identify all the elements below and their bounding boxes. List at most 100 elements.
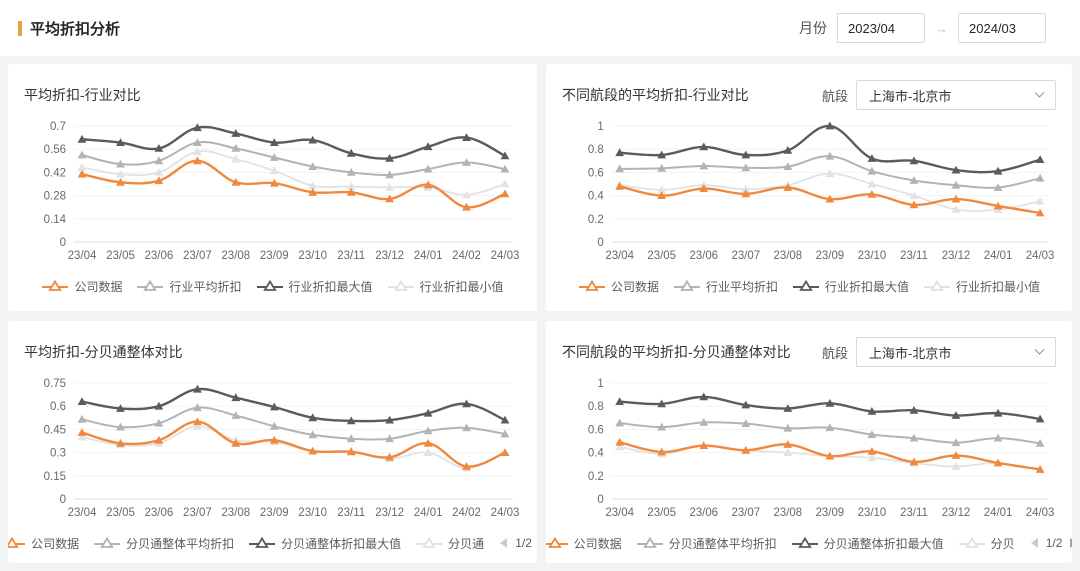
month-to-input[interactable] xyxy=(958,13,1046,43)
svg-text:23/09: 23/09 xyxy=(816,250,845,262)
svg-text:24/01: 24/01 xyxy=(414,250,443,262)
line-chart-segment-industry[interactable]: 0 0.2 0.4 0.6 0.8 1 23/04 23/05 23/06 23/07 23/08 2… xyxy=(562,118,1056,270)
legend-item[interactable]: 分贝通整体平均折扣 xyxy=(636,535,777,552)
legend-item-label: 公司数据 xyxy=(74,279,123,294)
svg-text:0.4: 0.4 xyxy=(588,448,605,460)
chart-legend: 公司数据 行业平均折扣 行业折扣最大值 行业折扣最小值 xyxy=(24,274,521,298)
legend-item-label: 公司数据 xyxy=(31,536,80,551)
svg-text:23/07: 23/07 xyxy=(183,250,212,262)
svg-text:23/09: 23/09 xyxy=(260,250,289,262)
svg-text:23/07: 23/07 xyxy=(731,250,760,262)
legend-item[interactable]: 分贝通整体折扣最大值 xyxy=(248,535,401,552)
svg-text:24/03: 24/03 xyxy=(1026,250,1055,262)
svg-text:23/06: 23/06 xyxy=(145,507,174,519)
svg-text:23/05: 23/05 xyxy=(647,250,676,262)
segment-label: 航段 xyxy=(821,88,848,104)
legend-next-page-icon[interactable] xyxy=(1070,538,1072,548)
page-title: 平均折扣分析 xyxy=(18,18,120,39)
svg-text:0.15: 0.15 xyxy=(44,471,66,483)
month-filter-label: 月份 xyxy=(799,20,827,36)
legend-page-indicator: 1/2 xyxy=(1045,536,1063,550)
svg-text:0.14: 0.14 xyxy=(44,214,67,226)
legend-item[interactable]: 行业平均折扣 xyxy=(136,278,242,295)
legend-item-label: 分贝通整体折扣最大值 xyxy=(823,536,944,551)
legend-item[interactable]: 分贝 xyxy=(958,535,1015,552)
svg-text:23/04: 23/04 xyxy=(68,250,97,262)
legend-item-label: 行业折扣最小值 xyxy=(956,279,1041,294)
svg-text:0: 0 xyxy=(597,494,603,506)
legend-pager: 1/2 xyxy=(500,536,537,550)
svg-text:0: 0 xyxy=(60,494,66,506)
svg-text:0.42: 0.42 xyxy=(44,167,66,179)
svg-text:23/06: 23/06 xyxy=(689,507,718,519)
legend-triangle-icon xyxy=(42,279,69,291)
svg-text:0.7: 0.7 xyxy=(50,121,66,133)
svg-text:23/06: 23/06 xyxy=(689,250,718,262)
svg-text:23/07: 23/07 xyxy=(731,507,760,519)
legend-item[interactable]: 分贝通整体平均折扣 xyxy=(93,535,234,552)
chart-legend: 公司数据 分贝通整体平均折扣 分贝通整体折扣最大值 分贝通 1/2 xyxy=(8,531,532,555)
legend-item-label: 公司数据 xyxy=(610,279,659,294)
legend-item-label: 分贝通整体平均折扣 xyxy=(126,536,235,551)
legend-triangle-icon xyxy=(793,279,819,291)
svg-text:0.8: 0.8 xyxy=(588,144,604,156)
legend-item[interactable]: 公司数据 xyxy=(8,535,79,552)
svg-text:23/07: 23/07 xyxy=(183,507,212,519)
svg-text:24/01: 24/01 xyxy=(984,250,1013,262)
legend-prev-page-icon[interactable] xyxy=(500,538,508,548)
svg-text:1: 1 xyxy=(597,378,603,390)
charts-grid: 平均折扣-行业对比 0 0.14 0.28 0.42 0.56 0.7 23/04 23/05… xyxy=(0,56,1080,571)
svg-text:23/11: 23/11 xyxy=(900,507,928,519)
card-segment-industry-compare: 不同航段的平均折扣-行业对比 航段 上海市-北京市 0 0.2 0.4 0.6 0.8 1… xyxy=(546,64,1072,311)
svg-text:0.6: 0.6 xyxy=(50,401,66,413)
legend-pager: 1/2 xyxy=(1030,536,1072,550)
legend-item[interactable]: 行业平均折扣 xyxy=(673,278,778,295)
legend-item[interactable]: 行业折扣最大值 xyxy=(256,278,373,295)
svg-text:23/04: 23/04 xyxy=(605,250,634,262)
svg-text:24/02: 24/02 xyxy=(452,507,481,519)
legend-item[interactable]: 分贝通 xyxy=(415,535,484,552)
legend-item[interactable]: 行业折扣最大值 xyxy=(792,278,909,295)
segment-select[interactable]: 上海市-北京市 xyxy=(856,337,1056,367)
legend-item[interactable]: 行业折扣最小值 xyxy=(387,278,504,295)
legend-triangle-icon xyxy=(137,279,164,291)
legend-triangle-icon xyxy=(924,279,951,291)
line-chart-segment-fenbeitong[interactable]: 0 0.2 0.4 0.6 0.8 1 23/04 23/05 23/06 23/07 23/08 2… xyxy=(562,375,1056,527)
legend-item-label: 行业平均折扣 xyxy=(705,279,778,294)
svg-text:23/11: 23/11 xyxy=(337,507,365,519)
line-chart-fenbeitong[interactable]: 0 0.15 0.3 0.45 0.6 0.75 23/04 23/05 23/06 23/07 2… xyxy=(24,375,521,527)
legend-prev-page-icon[interactable] xyxy=(1030,538,1038,548)
legend-item-label: 分贝通 xyxy=(448,536,485,551)
segment-select-value: 上海市-北京市 xyxy=(869,345,952,361)
legend-triangle-icon xyxy=(636,536,663,548)
title-accent-bar xyxy=(18,20,22,36)
svg-text:0.56: 0.56 xyxy=(44,144,66,156)
svg-text:0.4: 0.4 xyxy=(588,191,605,203)
svg-text:24/01: 24/01 xyxy=(414,507,443,519)
svg-text:0.6: 0.6 xyxy=(588,424,604,436)
svg-text:23/06: 23/06 xyxy=(145,250,174,262)
svg-text:23/09: 23/09 xyxy=(260,507,289,519)
legend-item[interactable]: 公司数据 xyxy=(578,278,659,295)
svg-text:23/10: 23/10 xyxy=(298,250,327,262)
legend-item-label: 分贝通整体折扣最大值 xyxy=(281,536,402,551)
legend-triangle-icon xyxy=(546,536,568,548)
segment-select[interactable]: 上海市-北京市 xyxy=(856,80,1056,110)
legend-item-label: 分贝 xyxy=(990,536,1015,551)
svg-text:23/05: 23/05 xyxy=(106,507,135,519)
svg-text:23/11: 23/11 xyxy=(337,250,365,262)
card-fenbeitong-compare: 平均折扣-分贝通整体对比 0 0.15 0.3 0.45 0.6 0.75 23/04 23/… xyxy=(8,321,537,563)
month-from-input[interactable] xyxy=(837,13,925,43)
svg-text:23/12: 23/12 xyxy=(942,250,971,262)
svg-text:23/10: 23/10 xyxy=(858,507,887,519)
legend-item[interactable]: 行业折扣最小值 xyxy=(923,278,1040,295)
chevron-down-icon xyxy=(1034,344,1045,355)
svg-text:23/05: 23/05 xyxy=(647,507,676,519)
legend-item[interactable]: 分贝通整体折扣最大值 xyxy=(791,535,944,552)
page-header: 平均折扣分析 月份 → xyxy=(0,0,1080,56)
legend-item[interactable]: 公司数据 xyxy=(41,278,122,295)
legend-item[interactable]: 公司数据 xyxy=(546,535,622,552)
line-chart-industry[interactable]: 0 0.14 0.28 0.42 0.56 0.7 23/04 23/05 23/06 23/07… xyxy=(24,118,521,270)
svg-text:23/08: 23/08 xyxy=(774,507,803,519)
svg-text:23/04: 23/04 xyxy=(605,507,634,519)
